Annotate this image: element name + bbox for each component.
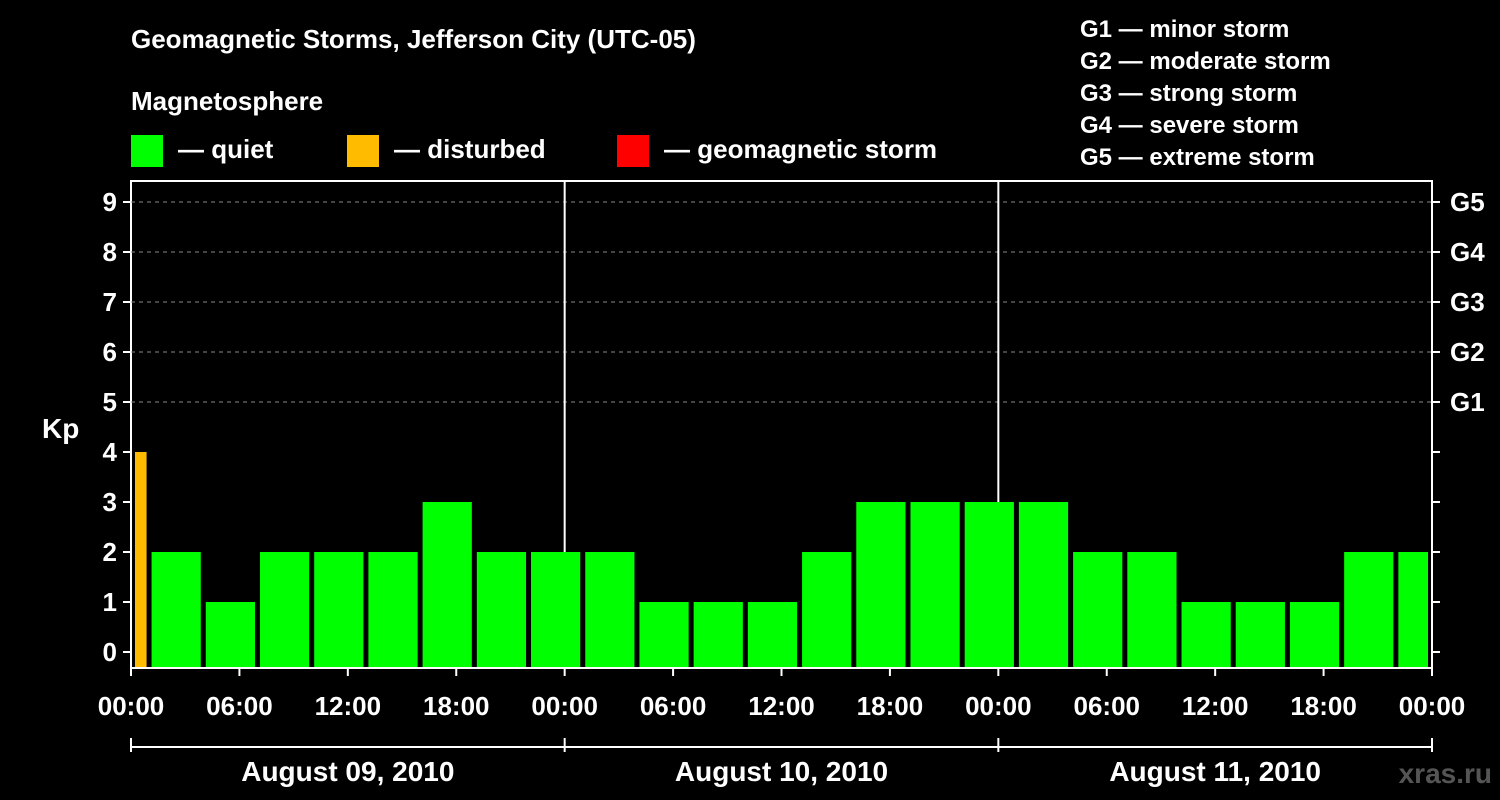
storm-scale-g5: G5 — extreme storm bbox=[1080, 144, 1315, 171]
y-tick-label: 0 bbox=[103, 637, 117, 667]
x-tick-label: 06:00 bbox=[1074, 691, 1141, 721]
kp-bar bbox=[585, 552, 635, 667]
legend-swatch-quiet bbox=[131, 135, 163, 167]
kp-bar bbox=[1344, 552, 1394, 667]
kp-bar bbox=[1235, 602, 1285, 667]
y-tick-label: 9 bbox=[103, 187, 117, 217]
x-tick-label: 12:00 bbox=[1182, 691, 1249, 721]
x-tick-label: 00:00 bbox=[98, 691, 165, 721]
right-axis-label-g3: G3 bbox=[1450, 287, 1485, 317]
kp-bar bbox=[1127, 552, 1177, 667]
credit-watermark: xras.ru bbox=[1398, 758, 1492, 789]
kp-bar bbox=[422, 502, 472, 667]
legend-swatch-disturbed bbox=[347, 135, 379, 167]
kp-bar bbox=[368, 552, 418, 667]
x-tick-label: 18:00 bbox=[1290, 691, 1357, 721]
x-tick-label: 00:00 bbox=[531, 691, 598, 721]
storm-scale-g3: G3 — strong storm bbox=[1080, 80, 1298, 107]
kp-bar bbox=[531, 552, 581, 667]
kp-bar bbox=[802, 552, 852, 667]
kp-bar bbox=[693, 602, 743, 667]
kp-bar bbox=[205, 602, 255, 667]
kp-bar bbox=[747, 602, 798, 667]
kp-bar bbox=[135, 452, 147, 667]
kp-bar bbox=[259, 552, 310, 667]
day-label: August 11, 2010 bbox=[1109, 756, 1321, 787]
kp-bar bbox=[314, 552, 364, 667]
kp-bar bbox=[1398, 552, 1428, 667]
x-tick-label: 18:00 bbox=[857, 691, 924, 721]
legend-label-disturbed: — disturbed bbox=[394, 134, 546, 164]
x-tick-label: 12:00 bbox=[315, 691, 382, 721]
y-tick-label: 4 bbox=[103, 437, 118, 467]
kp-bar bbox=[1289, 602, 1340, 667]
kp-bar bbox=[964, 502, 1014, 667]
kp-bar bbox=[639, 602, 689, 667]
kp-bar bbox=[1073, 552, 1123, 667]
x-tick-label: 06:00 bbox=[640, 691, 707, 721]
legend-swatch-storm bbox=[617, 135, 649, 167]
right-axis-label-g1: G1 bbox=[1450, 387, 1485, 417]
y-tick-label: 7 bbox=[103, 287, 117, 317]
legend-heading: Magnetosphere bbox=[131, 86, 324, 116]
x-tick-label: 06:00 bbox=[206, 691, 273, 721]
x-tick-label: 00:00 bbox=[965, 691, 1032, 721]
y-tick-label: 6 bbox=[103, 337, 117, 367]
kp-bar bbox=[856, 502, 906, 667]
y-axis-label: Kp bbox=[42, 413, 79, 444]
right-axis-label-g4: G4 bbox=[1450, 237, 1485, 267]
legend-label-storm: — geomagnetic storm bbox=[664, 134, 938, 164]
kp-bar bbox=[1181, 602, 1231, 667]
chart-title: Geomagnetic Storms, Jefferson City (UTC-… bbox=[131, 24, 696, 54]
storm-scale-g2: G2 — moderate storm bbox=[1080, 48, 1331, 75]
y-tick-label: 8 bbox=[103, 237, 117, 267]
y-tick-label: 2 bbox=[103, 537, 117, 567]
x-tick-label: 00:00 bbox=[1399, 691, 1466, 721]
y-tick-label: 3 bbox=[103, 487, 117, 517]
kp-bar bbox=[1018, 502, 1069, 667]
right-axis-label-g2: G2 bbox=[1450, 337, 1485, 367]
day-label: August 10, 2010 bbox=[675, 756, 888, 787]
storm-scale-g1: G1 — minor storm bbox=[1080, 16, 1290, 43]
x-tick-label: 18:00 bbox=[423, 691, 490, 721]
kp-bar bbox=[910, 502, 960, 667]
day-label: August 09, 2010 bbox=[241, 756, 454, 787]
x-tick-label: 12:00 bbox=[748, 691, 815, 721]
kp-bar bbox=[476, 552, 527, 667]
y-tick-label: 5 bbox=[103, 387, 117, 417]
kp-bar bbox=[151, 552, 201, 667]
storm-scale-g4: G4 — severe storm bbox=[1080, 112, 1299, 139]
legend-label-quiet: — quiet bbox=[178, 134, 274, 164]
y-tick-label: 1 bbox=[103, 587, 117, 617]
right-axis-label-g5: G5 bbox=[1450, 187, 1485, 217]
